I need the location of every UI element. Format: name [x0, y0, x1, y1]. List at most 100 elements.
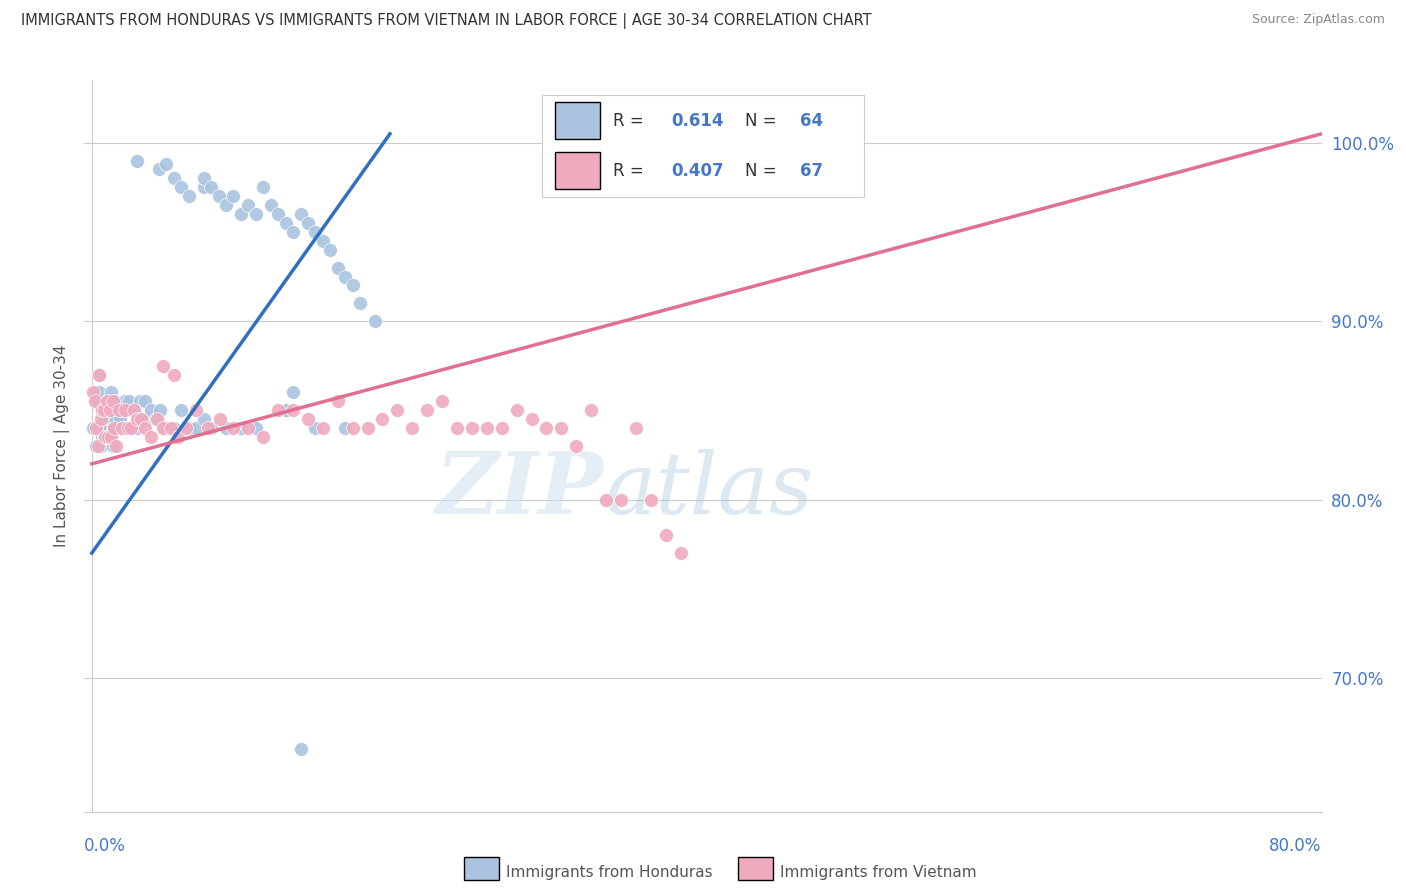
Point: [215, 421, 238, 435]
Point: [335, 269, 357, 284]
Point: [100, 394, 122, 409]
Point: [98, 421, 121, 435]
Point: [149, 403, 172, 417]
Point: [197, 421, 219, 435]
Point: [146, 412, 169, 426]
Point: [89, 368, 111, 382]
Point: [145, 412, 167, 426]
Point: [107, 403, 129, 417]
Point: [252, 180, 274, 194]
Point: [125, 421, 148, 435]
Point: [401, 421, 423, 435]
Point: [297, 216, 319, 230]
Point: [93, 421, 115, 435]
Point: [148, 162, 170, 177]
Point: [91, 403, 114, 417]
Point: [579, 403, 602, 417]
Point: [84, 439, 107, 453]
Point: [174, 421, 197, 435]
Point: [155, 157, 177, 171]
Point: [229, 421, 252, 435]
Point: [97, 430, 120, 444]
Point: [245, 421, 267, 435]
Point: [152, 421, 174, 435]
Point: [319, 243, 342, 257]
Point: [134, 421, 156, 435]
Point: [107, 421, 129, 435]
Point: [208, 412, 231, 426]
Point: [260, 198, 283, 212]
Point: [610, 492, 633, 507]
Point: [640, 492, 662, 507]
Point: [103, 394, 125, 409]
Point: [177, 421, 200, 435]
Point: [461, 421, 484, 435]
Point: [565, 439, 588, 453]
Point: [82, 421, 104, 435]
Point: [356, 421, 378, 435]
Point: [252, 430, 274, 444]
Point: [117, 421, 139, 435]
Point: [654, 528, 676, 542]
Point: [312, 421, 335, 435]
Point: [163, 368, 186, 382]
Point: [84, 421, 107, 435]
Point: [238, 421, 260, 435]
Point: [155, 421, 177, 435]
Point: [103, 421, 125, 435]
Point: [274, 216, 297, 230]
Point: [128, 394, 150, 409]
Point: [281, 225, 304, 239]
Point: [96, 394, 118, 409]
Point: [120, 421, 142, 435]
Point: [93, 403, 115, 417]
Point: [170, 403, 193, 417]
Point: [134, 394, 156, 409]
Point: [550, 421, 572, 435]
Point: [163, 421, 186, 435]
Point: [111, 421, 134, 435]
Point: [349, 296, 371, 310]
Point: [177, 189, 200, 203]
Y-axis label: In Labor Force | Age 30-34: In Labor Force | Age 30-34: [55, 344, 70, 548]
Point: [167, 430, 190, 444]
Point: [90, 412, 112, 426]
Point: [222, 189, 245, 203]
Point: [94, 421, 117, 435]
Point: [669, 546, 692, 560]
Point: [446, 421, 468, 435]
Point: [117, 421, 139, 435]
Point: [215, 198, 238, 212]
Point: [87, 439, 110, 453]
Point: [200, 421, 222, 435]
Point: [101, 439, 124, 453]
Point: [98, 403, 121, 417]
Point: [138, 412, 160, 426]
Point: [105, 421, 128, 435]
Point: [104, 412, 127, 426]
Point: [229, 207, 252, 221]
Point: [267, 207, 290, 221]
Point: [193, 180, 215, 194]
Point: [159, 421, 181, 435]
Point: [304, 421, 326, 435]
Point: [94, 412, 117, 426]
Point: [170, 180, 193, 194]
Point: [371, 412, 394, 426]
Point: [342, 421, 364, 435]
Point: [100, 385, 122, 400]
Point: [103, 421, 125, 435]
Point: [193, 171, 215, 186]
Text: Immigrants from Honduras: Immigrants from Honduras: [506, 865, 713, 880]
Point: [281, 385, 304, 400]
Point: [222, 421, 245, 435]
Point: [90, 439, 112, 453]
Point: [118, 394, 141, 409]
Point: [304, 225, 326, 239]
Point: [108, 412, 131, 426]
Point: [491, 421, 513, 435]
Point: [91, 403, 114, 417]
Point: [387, 403, 409, 417]
Point: [186, 403, 208, 417]
Point: [326, 394, 349, 409]
